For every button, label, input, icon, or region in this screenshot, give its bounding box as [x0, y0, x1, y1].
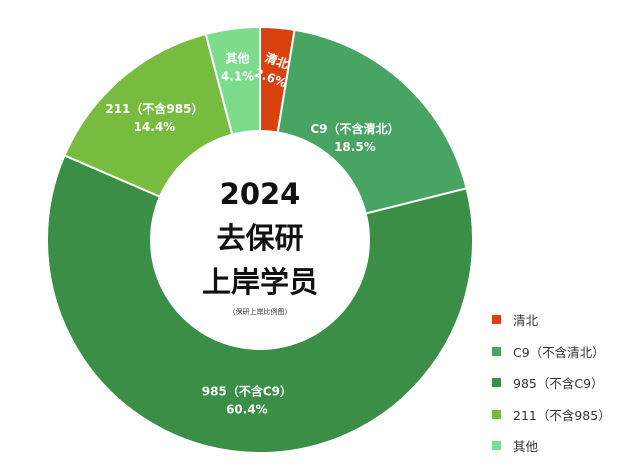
slice-value-label: 60.4%	[226, 403, 268, 417]
center-title-line2: 去保研	[216, 221, 303, 255]
center-title-year: 2024	[220, 177, 301, 211]
legend-swatch	[492, 409, 501, 419]
slice-labels: 清北2.6%C9（不含清北）18.5%985（不含C9）60.4%211（不含9…	[105, 49, 399, 416]
legend-item: 211（不含985）	[492, 399, 627, 431]
legend-item: C9（不含清北）	[492, 336, 627, 368]
legend-swatch	[492, 346, 501, 356]
legend-item: 985（不含C9）	[492, 367, 627, 399]
legend-label: 985（不含C9）	[513, 376, 604, 392]
slice-category-label: 985（不含C9）	[202, 384, 292, 399]
legend-item: 清北	[492, 304, 627, 336]
legend-label: 其他	[513, 439, 539, 455]
center-subtitle: （保研上岸比例图）	[229, 307, 292, 316]
legend-label: 211（不含985）	[513, 407, 611, 423]
slice-category-label: C9（不含清北）	[310, 121, 399, 136]
legend-swatch	[492, 441, 501, 451]
slice-value-label: 4.1%	[221, 69, 254, 83]
slice-value-label: 14.4%	[134, 120, 176, 134]
legend-item: 其他	[492, 430, 627, 462]
slice-category-label: 其他	[225, 50, 249, 65]
legend-label: C9（不含清北）	[513, 344, 605, 360]
center-hole	[150, 130, 370, 350]
legend: 清北 C9（不含清北） 985（不含C9） 211（不含985） 其他	[492, 304, 627, 462]
legend-swatch	[492, 378, 501, 388]
slice-category-label: 211（不含985）	[105, 101, 203, 116]
center-title-line3: 上岸学员	[202, 265, 318, 299]
slice-value-label: 18.5%	[334, 140, 376, 154]
legend-swatch	[492, 315, 501, 325]
legend-label: 清北	[513, 313, 539, 329]
